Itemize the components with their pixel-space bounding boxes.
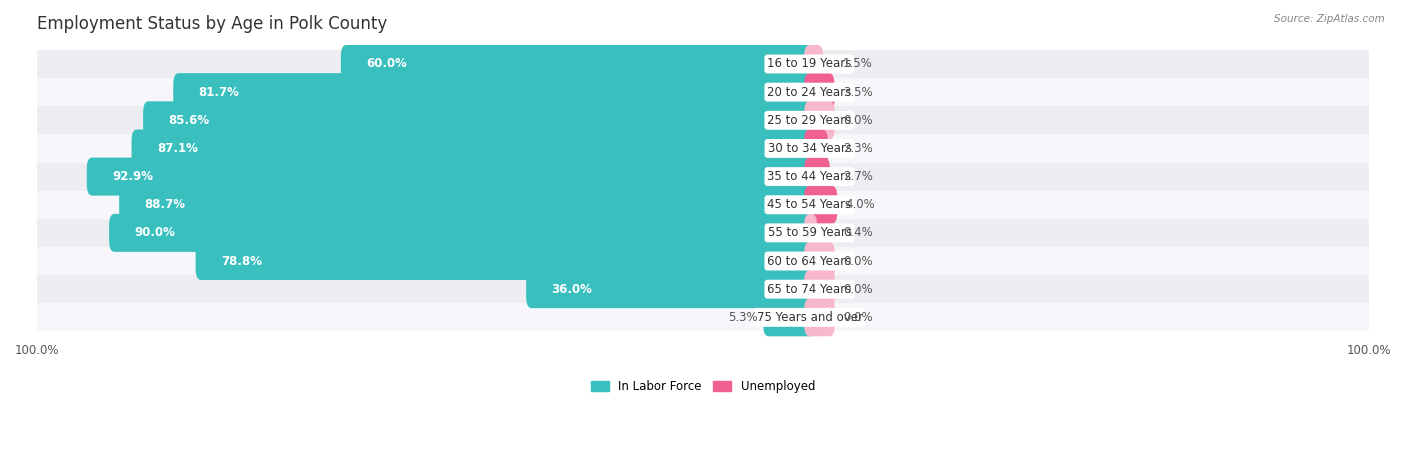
Text: 35 to 44 Years: 35 to 44 Years <box>768 170 852 183</box>
FancyBboxPatch shape <box>37 247 1369 275</box>
Text: 0.4%: 0.4% <box>842 226 873 239</box>
Text: 88.7%: 88.7% <box>145 198 186 211</box>
FancyBboxPatch shape <box>804 298 835 336</box>
Text: 0.0%: 0.0% <box>842 283 873 296</box>
Text: 4.0%: 4.0% <box>845 198 875 211</box>
FancyBboxPatch shape <box>37 219 1369 247</box>
FancyBboxPatch shape <box>340 45 815 83</box>
Text: 25 to 29 Years: 25 to 29 Years <box>768 114 852 127</box>
FancyBboxPatch shape <box>37 134 1369 162</box>
Text: 90.0%: 90.0% <box>135 226 176 239</box>
FancyBboxPatch shape <box>195 242 815 280</box>
Text: 5.3%: 5.3% <box>728 311 758 324</box>
FancyBboxPatch shape <box>173 73 815 111</box>
Text: 55 to 59 Years: 55 to 59 Years <box>768 226 852 239</box>
FancyBboxPatch shape <box>804 186 837 224</box>
Text: Employment Status by Age in Polk County: Employment Status by Age in Polk County <box>37 15 388 33</box>
Text: 78.8%: 78.8% <box>221 254 262 267</box>
Text: 0.0%: 0.0% <box>842 254 873 267</box>
FancyBboxPatch shape <box>37 78 1369 106</box>
Text: 16 to 19 Years: 16 to 19 Years <box>768 57 852 70</box>
FancyBboxPatch shape <box>132 129 815 167</box>
FancyBboxPatch shape <box>804 129 828 167</box>
FancyBboxPatch shape <box>37 303 1369 331</box>
FancyBboxPatch shape <box>804 73 834 111</box>
Text: 20 to 24 Years: 20 to 24 Years <box>768 86 852 99</box>
FancyBboxPatch shape <box>87 157 815 196</box>
FancyBboxPatch shape <box>37 191 1369 219</box>
FancyBboxPatch shape <box>763 298 815 336</box>
FancyBboxPatch shape <box>804 270 835 308</box>
Text: 87.1%: 87.1% <box>157 142 198 155</box>
FancyBboxPatch shape <box>526 270 815 308</box>
FancyBboxPatch shape <box>37 50 1369 78</box>
FancyBboxPatch shape <box>804 157 830 196</box>
FancyBboxPatch shape <box>37 106 1369 134</box>
Text: 30 to 34 Years: 30 to 34 Years <box>768 142 852 155</box>
Text: 65 to 74 Years: 65 to 74 Years <box>768 283 852 296</box>
FancyBboxPatch shape <box>110 214 815 252</box>
FancyBboxPatch shape <box>37 275 1369 303</box>
Text: 2.3%: 2.3% <box>842 142 873 155</box>
Text: 81.7%: 81.7% <box>198 86 239 99</box>
FancyBboxPatch shape <box>804 214 817 252</box>
FancyBboxPatch shape <box>804 45 824 83</box>
FancyBboxPatch shape <box>143 101 815 139</box>
Text: 3.5%: 3.5% <box>842 86 873 99</box>
Text: 60 to 64 Years: 60 to 64 Years <box>768 254 852 267</box>
FancyBboxPatch shape <box>37 162 1369 191</box>
Text: Source: ZipAtlas.com: Source: ZipAtlas.com <box>1274 14 1385 23</box>
Text: 0.0%: 0.0% <box>842 114 873 127</box>
Text: 1.5%: 1.5% <box>842 57 873 70</box>
FancyBboxPatch shape <box>120 186 815 224</box>
FancyBboxPatch shape <box>804 101 835 139</box>
FancyBboxPatch shape <box>804 242 835 280</box>
Text: 45 to 54 Years: 45 to 54 Years <box>768 198 852 211</box>
Text: 75 Years and over: 75 Years and over <box>756 311 862 324</box>
Text: 2.7%: 2.7% <box>842 170 873 183</box>
Legend: In Labor Force, Unemployed: In Labor Force, Unemployed <box>586 375 820 398</box>
Text: 0.0%: 0.0% <box>842 311 873 324</box>
Text: 92.9%: 92.9% <box>112 170 153 183</box>
Text: 85.6%: 85.6% <box>169 114 209 127</box>
Text: 36.0%: 36.0% <box>551 283 592 296</box>
Text: 60.0%: 60.0% <box>366 57 406 70</box>
